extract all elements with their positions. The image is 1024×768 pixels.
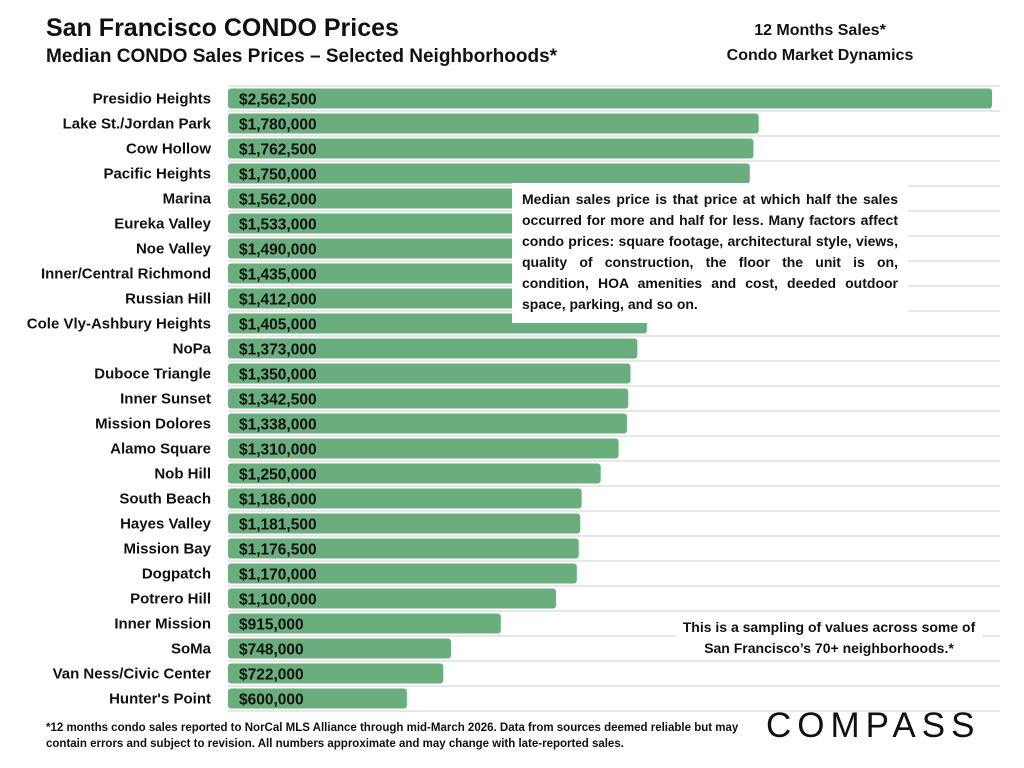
data-label: $1,373,000 — [239, 342, 317, 359]
compass-logo: COMPASS — [766, 706, 981, 745]
category-label: Hayes Valley — [120, 516, 212, 533]
category-label: Mission Dolores — [95, 416, 211, 433]
data-label: $1,750,000 — [239, 167, 317, 184]
category-label: South Beach — [119, 491, 211, 508]
data-label: $1,562,000 — [239, 192, 317, 209]
category-label: Alamo Square — [110, 441, 211, 458]
data-label: $1,181,500 — [239, 517, 317, 534]
category-label: Pacific Heights — [103, 166, 211, 183]
bar — [228, 363, 631, 384]
category-label: Potrero Hill — [130, 591, 211, 608]
sampling-note: This is a sampling of values across some… — [676, 617, 982, 659]
footnote: *12 months condo sales reported to NorCa… — [46, 722, 739, 750]
bar — [228, 613, 501, 634]
category-label: Lake St./Jordan Park — [63, 116, 212, 133]
data-label: $1,310,000 — [239, 442, 317, 459]
category-label: Hunter's Point — [109, 691, 211, 708]
category-label: Inner Mission — [114, 616, 211, 633]
side-header-line1: 12 Months Sales* — [754, 22, 886, 39]
data-label: $600,000 — [239, 692, 304, 709]
data-label: $1,170,000 — [239, 567, 317, 584]
category-label: NoPa — [173, 341, 212, 358]
data-label: $1,412,000 — [239, 292, 317, 309]
data-label: $2,562,500 — [239, 92, 317, 109]
bar — [228, 163, 750, 184]
data-label: $1,250,000 — [239, 467, 317, 484]
data-label: $1,780,000 — [239, 117, 317, 134]
bar — [228, 563, 577, 584]
bar — [228, 638, 452, 659]
category-label: SoMa — [171, 641, 212, 658]
data-label: $1,176,500 — [239, 542, 317, 559]
category-label: Noe Valley — [136, 241, 212, 258]
data-label: $1,338,000 — [239, 417, 317, 434]
data-label: $1,490,000 — [239, 242, 317, 259]
bar — [228, 438, 619, 459]
data-label: $1,350,000 — [239, 367, 317, 384]
category-label: Marina — [163, 191, 212, 208]
category-label: Dogpatch — [142, 566, 211, 583]
data-label: $1,186,000 — [239, 492, 317, 509]
bar — [228, 538, 579, 559]
category-label: Inner Sunset — [120, 391, 211, 408]
category-label: Nob Hill — [154, 466, 211, 483]
category-label: Cole Vly-Ashbury Heights — [27, 316, 211, 333]
data-label: $722,000 — [239, 667, 304, 684]
bar — [228, 688, 407, 709]
bar — [228, 463, 601, 484]
bar — [228, 338, 638, 359]
category-label: Eureka Valley — [114, 216, 211, 233]
bar — [228, 113, 759, 134]
bar — [228, 513, 581, 534]
data-label: $915,000 — [239, 617, 304, 634]
median-explanation-note: Median sales price is that price at whic… — [512, 183, 908, 323]
category-label: Inner/Central Richmond — [41, 266, 211, 283]
bar — [228, 138, 754, 159]
category-label: Russian Hill — [125, 291, 211, 308]
category-label: Duboce Triangle — [94, 366, 211, 383]
data-label: $1,100,000 — [239, 592, 317, 609]
bar — [228, 663, 444, 684]
side-header: 12 Months Sales* Condo Market Dynamics — [690, 18, 950, 68]
side-header-line2: Condo Market Dynamics — [726, 47, 914, 64]
data-label: $1,342,500 — [239, 392, 317, 409]
bar — [228, 413, 627, 434]
bar — [228, 588, 556, 609]
page-title: San Francisco CONDO Prices — [46, 14, 399, 42]
bar — [228, 488, 582, 509]
data-label: $748,000 — [239, 642, 304, 659]
category-label: Presidio Heights — [93, 91, 211, 108]
data-label: $1,762,500 — [239, 142, 317, 159]
category-label: Van Ness/Civic Center — [53, 666, 212, 683]
page-subtitle: Median CONDO Sales Prices – Selected Nei… — [46, 46, 558, 67]
bar — [228, 88, 992, 109]
bar — [228, 388, 629, 409]
category-label: Cow Hollow — [126, 141, 211, 158]
data-label: $1,533,000 — [239, 217, 317, 234]
data-label: $1,405,000 — [239, 317, 317, 334]
category-label: Mission Bay — [123, 541, 211, 558]
data-label: $1,435,000 — [239, 267, 317, 284]
